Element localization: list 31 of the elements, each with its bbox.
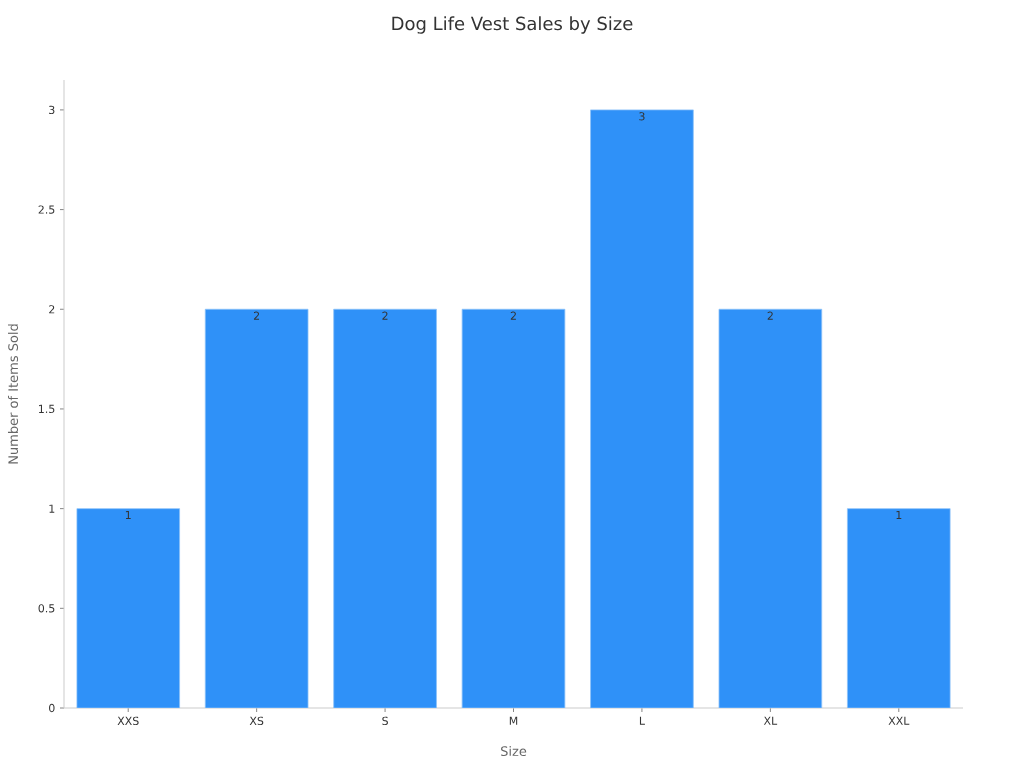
- bar: [461, 308, 566, 708]
- data-label: 1: [896, 510, 902, 519]
- y-tick-label: 2: [49, 305, 55, 314]
- data-label: 2: [510, 311, 516, 320]
- y-tick-label: 1: [49, 504, 55, 513]
- y-tick-label: 0: [49, 703, 55, 713]
- data-label: 2: [253, 311, 260, 320]
- x-tick-label: XXL: [888, 716, 910, 725]
- y-tick-label: 1.5: [39, 404, 55, 414]
- x-tick-label: L: [639, 716, 645, 725]
- x-tick-label: XL: [763, 716, 778, 725]
- x-tick-label: XXS: [117, 716, 139, 726]
- bar: [847, 508, 951, 708]
- bar: [76, 508, 180, 708]
- bar: [718, 308, 823, 708]
- data-label: 2: [382, 311, 388, 320]
- bar: [333, 308, 437, 708]
- data-label: 3: [639, 112, 645, 121]
- x-tick-label: S: [382, 716, 388, 726]
- x-tick-label: XS: [249, 716, 264, 726]
- data-label: 1: [125, 510, 131, 519]
- bar: [204, 308, 309, 708]
- y-tick-label: 2.5: [38, 205, 55, 214]
- bar: [590, 109, 694, 708]
- y-tick-label: 0.5: [38, 604, 55, 613]
- x-axis-title: Size: [501, 745, 527, 757]
- y-tick-label: 3: [49, 105, 55, 115]
- chart-title: Dog Life Vest Sales by Size: [392, 16, 633, 34]
- y-axis-title: Number of Items Sold: [7, 324, 19, 464]
- data-label: 2: [767, 311, 773, 320]
- x-tick-label: M: [509, 716, 518, 725]
